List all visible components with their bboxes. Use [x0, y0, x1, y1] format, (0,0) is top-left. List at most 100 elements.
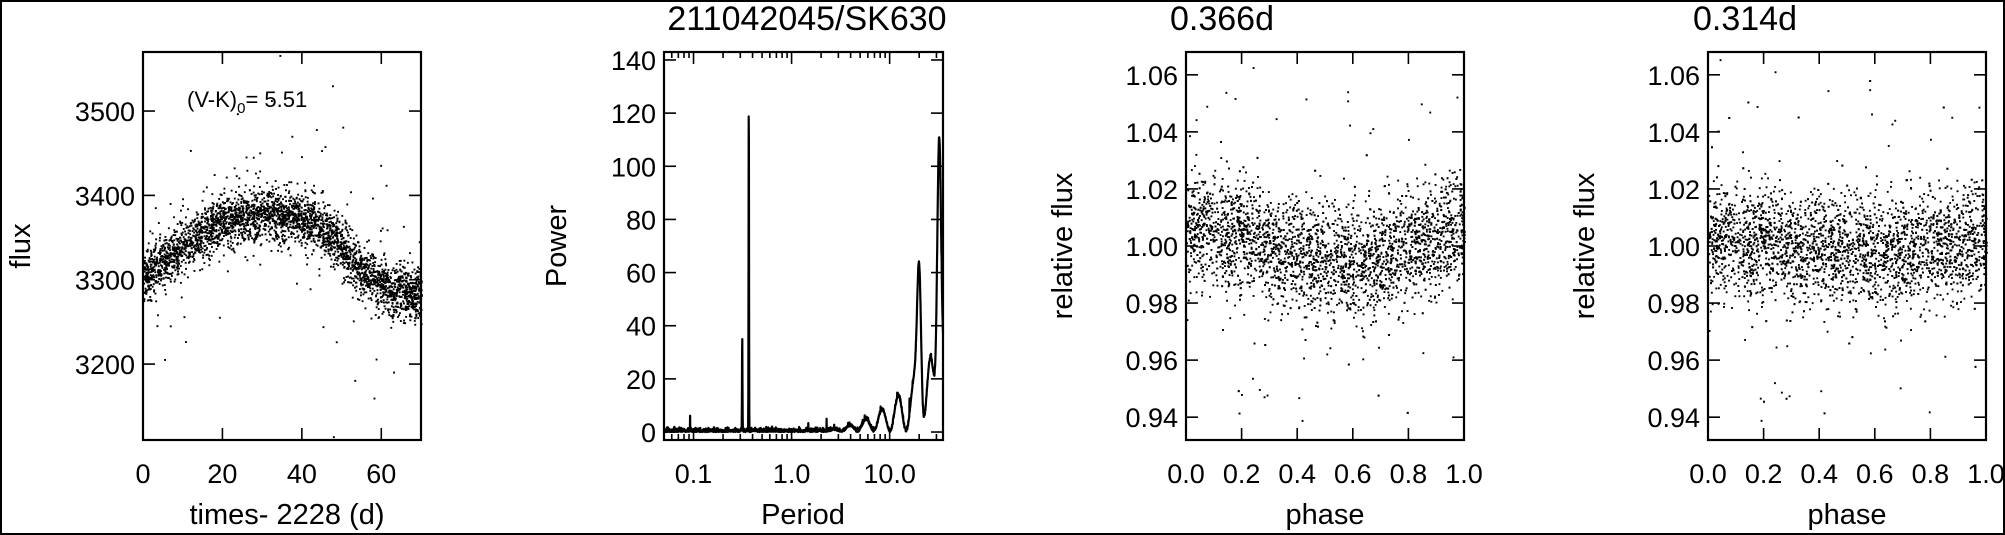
- lightcurve-annotation: (V-K)0= 5.51: [187, 87, 307, 117]
- lightcurve-point: [361, 272, 364, 275]
- phase-point: [1319, 290, 1322, 293]
- lightcurve-point: [298, 207, 300, 210]
- phase-point: [1448, 240, 1451, 243]
- lightcurve-point: [152, 248, 155, 251]
- lightcurve-point: [272, 215, 274, 218]
- lightcurve-point: [214, 210, 217, 212]
- lightcurve-point: [166, 252, 169, 255]
- lightcurve-point: [402, 286, 404, 289]
- lightcurve-point: [219, 239, 221, 242]
- lightcurve-point: [305, 217, 308, 220]
- lightcurve-point: [382, 274, 385, 277]
- lightcurve-point: [312, 239, 315, 242]
- lightcurve-point: [336, 248, 339, 251]
- lightcurve-point: [383, 280, 386, 283]
- lightcurve-point: [341, 223, 344, 226]
- lightcurve-point: [253, 185, 256, 188]
- lightcurve-point: [152, 270, 154, 272]
- lightcurve-point: [385, 294, 388, 296]
- phase-point: [1298, 306, 1301, 309]
- phase-point: [1429, 241, 1432, 244]
- lightcurve-point: [144, 287, 147, 290]
- phase-point: [1445, 185, 1448, 188]
- lightcurve-point: [154, 261, 157, 264]
- phase-point: [1292, 258, 1295, 260]
- lightcurve-point: [385, 301, 387, 304]
- phase-point: [1327, 282, 1329, 285]
- phase-point: [1327, 303, 1330, 306]
- lightcurve-point: [221, 225, 224, 228]
- lightcurve-point: [242, 210, 244, 213]
- lightcurve-point: [371, 293, 374, 296]
- lightcurve-point: [176, 238, 179, 241]
- phase-point: [1389, 231, 1392, 234]
- lightcurve-point: [352, 237, 355, 240]
- phase-point: [1409, 256, 1412, 259]
- lightcurve-point: [228, 232, 231, 234]
- lightcurve-point: [153, 268, 156, 271]
- lightcurve-point: [336, 239, 339, 242]
- phase-point: [1310, 238, 1313, 240]
- lightcurve-point: [199, 223, 202, 226]
- lightcurve-point: [160, 279, 162, 282]
- lightcurve-point: [212, 203, 215, 205]
- lightcurve-point: [281, 151, 283, 154]
- lightcurve-point: [398, 295, 401, 298]
- lightcurve-point: [143, 270, 146, 273]
- lightcurve-point: [386, 271, 389, 274]
- lightcurve-point: [271, 188, 274, 191]
- lightcurve-point: [253, 241, 256, 244]
- lightcurve-point: [269, 234, 272, 236]
- lightcurve-point: [283, 235, 286, 237]
- lightcurve-point: [309, 212, 311, 215]
- lightcurve-point: [347, 266, 349, 269]
- lightcurve-point: [176, 252, 179, 255]
- lightcurve-point: [372, 280, 375, 283]
- phase-point: [1369, 267, 1371, 269]
- lightcurve-point: [292, 233, 295, 235]
- lightcurve-point: [285, 205, 288, 207]
- phase-point: [1413, 240, 1416, 243]
- lightcurve-point: [238, 177, 241, 180]
- lightcurve-point: [179, 220, 181, 223]
- lightcurve-point: [210, 232, 213, 234]
- phase-point: [1362, 358, 1365, 361]
- lightcurve-point: [313, 211, 316, 214]
- lightcurve-point: [288, 217, 290, 220]
- lightcurve-point: [199, 237, 202, 239]
- lightcurve-point: [323, 212, 326, 215]
- phase-point: [1242, 211, 1245, 214]
- lightcurve-point: [305, 254, 307, 257]
- phase-point: [1290, 222, 1293, 225]
- phase-point: [1383, 291, 1386, 293]
- lightcurve-point: [379, 273, 382, 276]
- lightcurve-point: [165, 250, 168, 253]
- lightcurve-point: [398, 314, 400, 317]
- lightcurve-point: [176, 266, 178, 269]
- phase-point: [1391, 248, 1393, 251]
- lightcurve-point: [155, 264, 157, 267]
- lightcurve-point: [183, 248, 186, 251]
- lightcurve-point: [349, 247, 352, 250]
- lightcurve-point: [370, 274, 373, 277]
- lightcurve-point: [242, 222, 245, 225]
- phase-point: [1204, 217, 1207, 220]
- lightcurve-point: [330, 249, 333, 252]
- lightcurve-point: [335, 222, 338, 225]
- lightcurve-point: [322, 244, 325, 246]
- phase-point: [1425, 228, 1428, 231]
- lightcurve-point: [353, 261, 356, 264]
- lightcurve-point: [166, 268, 168, 270]
- lightcurve-point: [256, 212, 259, 214]
- lightcurve-point: [399, 263, 402, 266]
- lightcurve-point: [276, 238, 279, 240]
- lightcurve-point: [355, 276, 358, 279]
- phase-point: [1238, 227, 1241, 230]
- phase-point: [1303, 270, 1305, 273]
- lightcurve-point: [270, 192, 273, 195]
- lightcurve-point: [156, 325, 159, 328]
- phase-point: [1343, 251, 1346, 254]
- lightcurve-point: [212, 205, 215, 208]
- lightcurve-point: [389, 289, 392, 292]
- lightcurve-point: [396, 289, 399, 292]
